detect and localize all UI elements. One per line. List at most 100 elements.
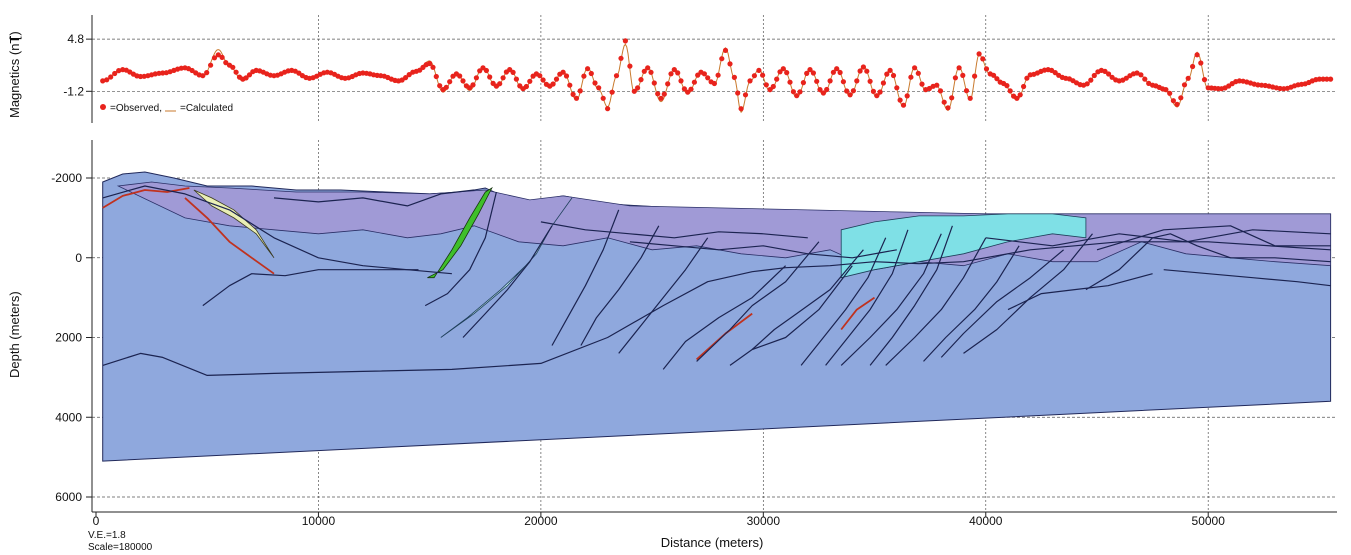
observed-point (1201, 77, 1208, 83)
section-axis-ticks: 0 10000 20000 30000 40000 50000 -2000 0 2000 4000… (51, 171, 1225, 528)
observed-point (112, 70, 118, 77)
observed-point (742, 92, 749, 98)
observed-point (1190, 63, 1196, 70)
calculated-legend-label: =Calculated (180, 103, 233, 114)
horizon-line (618, 237, 709, 354)
observed-point (867, 78, 873, 84)
observed-point (705, 75, 711, 81)
horizon-line (869, 225, 953, 366)
observed-point (447, 79, 453, 85)
observed-point (767, 87, 773, 93)
observed-points (100, 38, 1334, 112)
observed-point (1088, 77, 1094, 83)
observed-point (897, 97, 903, 103)
observed-legend-marker (100, 104, 106, 110)
observed-point (588, 70, 594, 77)
observed-point (880, 80, 887, 86)
observed-point (427, 60, 433, 67)
observed-point (715, 72, 721, 78)
section-y-tick-label: 0 (75, 251, 82, 265)
observed-point (433, 73, 439, 80)
observed-point (1007, 88, 1013, 94)
observed-point (894, 85, 900, 91)
observed-point (980, 56, 986, 62)
observed-point (1109, 74, 1115, 80)
observed-point (887, 67, 893, 73)
observed-point (609, 89, 615, 95)
observed-point (1138, 72, 1144, 78)
observed-point (711, 80, 718, 87)
observed-point (1146, 80, 1152, 86)
observed-point (246, 72, 253, 78)
observed-point (908, 74, 914, 80)
observed-point (794, 93, 800, 99)
observed-point (513, 76, 520, 82)
depth-section-panel: 0 10000 20000 30000 40000 50000 -2000 0 2000 4000… (7, 140, 1337, 553)
observed-point (722, 47, 729, 54)
horizon-line (273, 189, 475, 207)
observed-point (1091, 72, 1097, 79)
observed-point (437, 83, 443, 89)
observed-point (675, 70, 681, 76)
magnetics-panel: 4.8 -1.2 Magnetics (nT) [ =Observed, =Cal… (7, 15, 1337, 123)
observed-point (685, 89, 691, 95)
observed-point (635, 85, 641, 91)
observed-point (243, 75, 249, 81)
observed-point (756, 67, 762, 73)
observed-point (850, 88, 857, 94)
red-horizon-line (102, 187, 190, 209)
observed-point (208, 62, 214, 68)
horizon-line (551, 209, 620, 346)
observed-point (627, 63, 633, 69)
light-cyan-unit-body (440, 197, 573, 338)
observed-point (658, 95, 664, 101)
horizon-line (923, 245, 1020, 362)
observed-point (912, 65, 918, 71)
observed-point (774, 76, 780, 82)
observed-point (1102, 68, 1108, 74)
observed-point (780, 66, 786, 72)
observed-point (834, 66, 840, 72)
observed-point (553, 76, 560, 82)
observed-point (1324, 76, 1330, 82)
observed-point (967, 95, 973, 101)
observed-point (817, 87, 823, 93)
observed-point (820, 90, 827, 96)
observed-point (483, 67, 489, 74)
observed-point (1328, 76, 1334, 82)
horizon-line (840, 233, 942, 366)
horizon-line (424, 191, 497, 307)
observed-point (527, 78, 533, 84)
section-x-tick-label: 40000 (969, 514, 1003, 528)
observed-point (473, 75, 479, 81)
observed-point (840, 79, 847, 85)
magnetics-y-ticks: 4.8 -1.2 (63, 32, 92, 98)
observed-point (596, 85, 602, 91)
horizon-line (963, 233, 1093, 354)
magnetics-grid (92, 15, 1337, 123)
observed-point (719, 56, 725, 62)
magnetics-plot-area (92, 15, 1337, 123)
observed-point (563, 73, 570, 79)
observed-point (1017, 92, 1023, 98)
observed-point (631, 88, 637, 94)
observed-point (810, 70, 817, 76)
observed-point (108, 74, 114, 80)
observed-point (814, 78, 820, 84)
observed-point (678, 78, 684, 84)
section-x-tick-label: 0 (93, 514, 100, 528)
observed-point (751, 73, 758, 79)
magnetics-legend: =Observed, =Calculated (100, 103, 233, 114)
observed-point (1198, 60, 1204, 66)
section-x-tick-label: 20000 (524, 514, 558, 528)
observed-point (949, 95, 955, 101)
observed-point (972, 73, 978, 79)
observed-point (1052, 70, 1058, 76)
observed-point (577, 88, 583, 94)
magnetics-y-tick-label: 4.8 (67, 32, 84, 46)
observed-point (807, 67, 813, 73)
observed-point (592, 80, 598, 86)
observed-point (1194, 52, 1200, 58)
observed-point (1181, 82, 1188, 88)
horizon-line (800, 237, 887, 366)
